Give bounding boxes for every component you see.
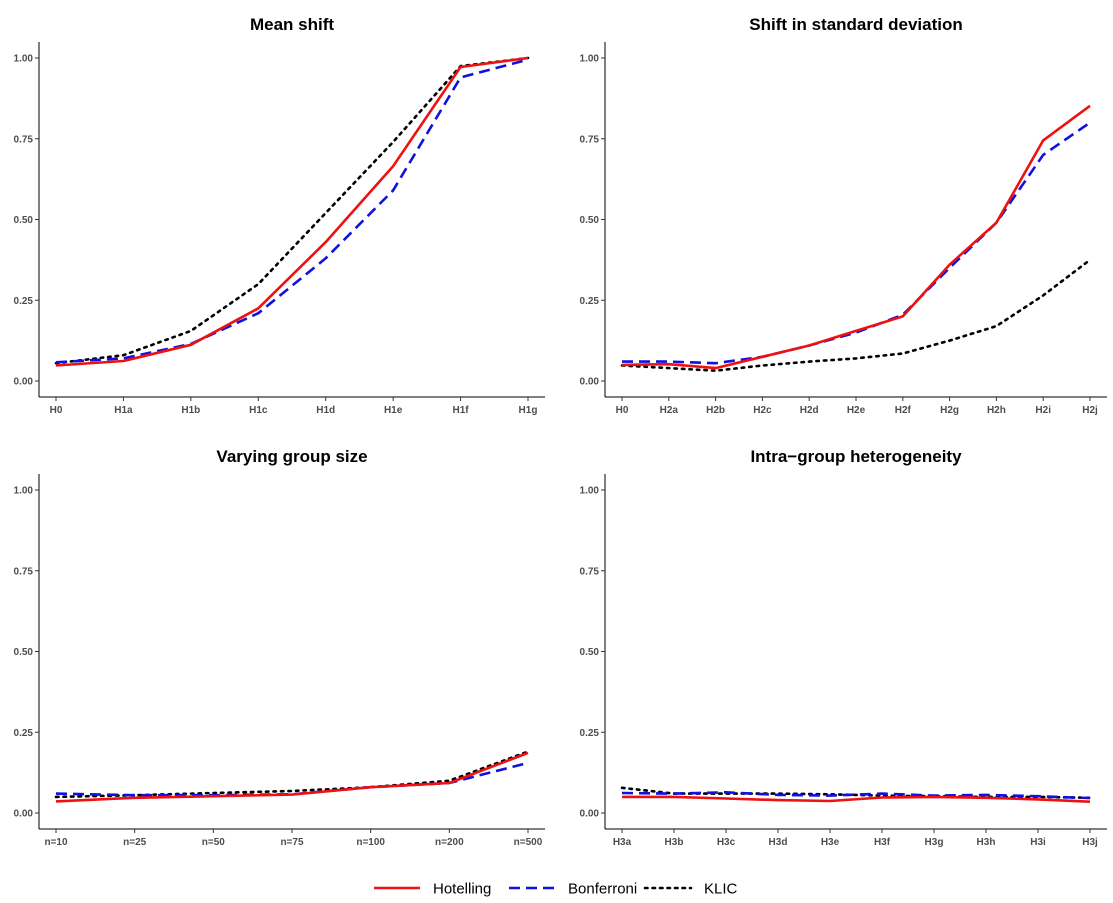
- x-tick-label: n=25: [123, 837, 147, 848]
- x-tick-label: H0: [50, 405, 63, 416]
- y-tick-label: 1.00: [580, 54, 600, 65]
- chart-title: Mean shift: [250, 15, 334, 34]
- series-line-bonferroni: [621, 790, 1091, 800]
- x-tick-label: H3a: [613, 837, 632, 848]
- y-tick-label: 0.25: [14, 296, 34, 307]
- x-tick-label: H3h: [977, 837, 996, 848]
- x-tick-label: n=200: [435, 837, 464, 848]
- series-line-hotelling: [622, 795, 1091, 803]
- x-tick-label: H3b: [665, 837, 684, 848]
- series-line-hotelling: [621, 104, 1091, 370]
- y-tick-label: 0.00: [14, 377, 34, 388]
- x-tick-label: n=500: [514, 837, 543, 848]
- y-tick-label: 0.00: [580, 809, 600, 820]
- x-tick-label: H2e: [847, 405, 866, 416]
- x-tick-label: H2d: [800, 405, 819, 416]
- chart-panel-4: Intra−group heterogeneity 0.00 0.25 0.50 0.7…: [580, 447, 1107, 848]
- series-line-bonferroni: [622, 121, 1091, 365]
- legend-label-klic: KLIC: [704, 881, 738, 898]
- legend-label-hotelling: Hotelling: [433, 881, 491, 898]
- x-tick-label: H1d: [316, 405, 335, 416]
- x-tick-label: n=100: [356, 837, 385, 848]
- y-tick-label: 0.50: [580, 215, 600, 226]
- x-tick-label: H1a: [114, 405, 133, 416]
- y-tick-label: 0.50: [14, 647, 34, 658]
- x-tick-label: H1b: [181, 405, 200, 416]
- x-tick-label: H2g: [940, 405, 959, 416]
- y-tick-label: 0.25: [580, 296, 600, 307]
- series-line-hotelling: [55, 751, 529, 803]
- chart-panel-1: Mean shift 0.00 0.25 0.50 0.75 1.00 H0 H1a H1b H1…: [14, 15, 545, 416]
- chart-panel-3: Varying group size 0.00 0.25 0.50 0.75 1.00 n=…: [14, 447, 545, 848]
- y-tick-label: 0.50: [580, 647, 600, 658]
- x-tick-label: H3j: [1082, 837, 1098, 848]
- x-tick-label: H3c: [717, 837, 736, 848]
- x-tick-label: H2f: [895, 405, 912, 416]
- x-tick-label: H2a: [660, 405, 679, 416]
- y-tick-label: 1.00: [14, 486, 34, 497]
- chart-title: Shift in standard deviation: [749, 15, 962, 34]
- x-tick-label: H0: [616, 405, 629, 416]
- chart-title: Varying group size: [216, 447, 367, 466]
- chart-legend: Hotelling Bonferroni KLIC: [374, 881, 738, 898]
- chart-panels: Mean shift 0.00 0.25 0.50 0.75 1.00 H0 H1a H1b H1…: [14, 15, 1107, 848]
- x-tick-label: H2i: [1035, 405, 1051, 416]
- y-tick-label: 0.50: [14, 215, 34, 226]
- x-tick-label: H3i: [1030, 837, 1046, 848]
- series-line-bonferroni: [55, 58, 529, 364]
- chart-panel-2: Shift in standard deviation 0.00 0.25 0.50 0…: [580, 15, 1107, 416]
- x-tick-label: H1g: [519, 405, 538, 416]
- x-tick-label: n=75: [280, 837, 304, 848]
- y-tick-label: 0.75: [14, 134, 34, 145]
- series-line-hotelling: [55, 56, 529, 367]
- legend-label-bonferroni: Bonferroni: [568, 881, 637, 898]
- x-tick-label: H3d: [769, 837, 788, 848]
- x-tick-label: H1e: [384, 405, 403, 416]
- y-tick-label: 1.00: [14, 54, 34, 65]
- y-tick-label: 0.75: [580, 134, 600, 145]
- x-tick-label: H3g: [925, 837, 944, 848]
- x-tick-label: H2c: [753, 405, 772, 416]
- y-tick-label: 0.00: [580, 377, 600, 388]
- y-tick-label: 0.25: [580, 728, 600, 739]
- series-line-klic: [620, 258, 1092, 373]
- x-tick-label: n=10: [44, 837, 68, 848]
- x-tick-label: H1f: [453, 405, 470, 416]
- y-tick-label: 0.00: [14, 809, 34, 820]
- x-tick-label: H3f: [874, 837, 891, 848]
- x-tick-label: H2b: [706, 405, 725, 416]
- chart-title: Intra−group heterogeneity: [750, 447, 962, 466]
- y-tick-label: 0.25: [14, 728, 34, 739]
- y-tick-label: 0.75: [580, 566, 600, 577]
- x-tick-label: n=50: [202, 837, 226, 848]
- x-tick-label: H2h: [987, 405, 1006, 416]
- series-line-klic: [54, 750, 530, 799]
- y-tick-label: 1.00: [580, 486, 600, 497]
- x-tick-label: H1c: [249, 405, 268, 416]
- series-line-klic: [54, 56, 530, 365]
- x-tick-label: H3e: [821, 837, 840, 848]
- y-tick-label: 0.75: [14, 566, 34, 577]
- x-tick-label: H2j: [1082, 405, 1098, 416]
